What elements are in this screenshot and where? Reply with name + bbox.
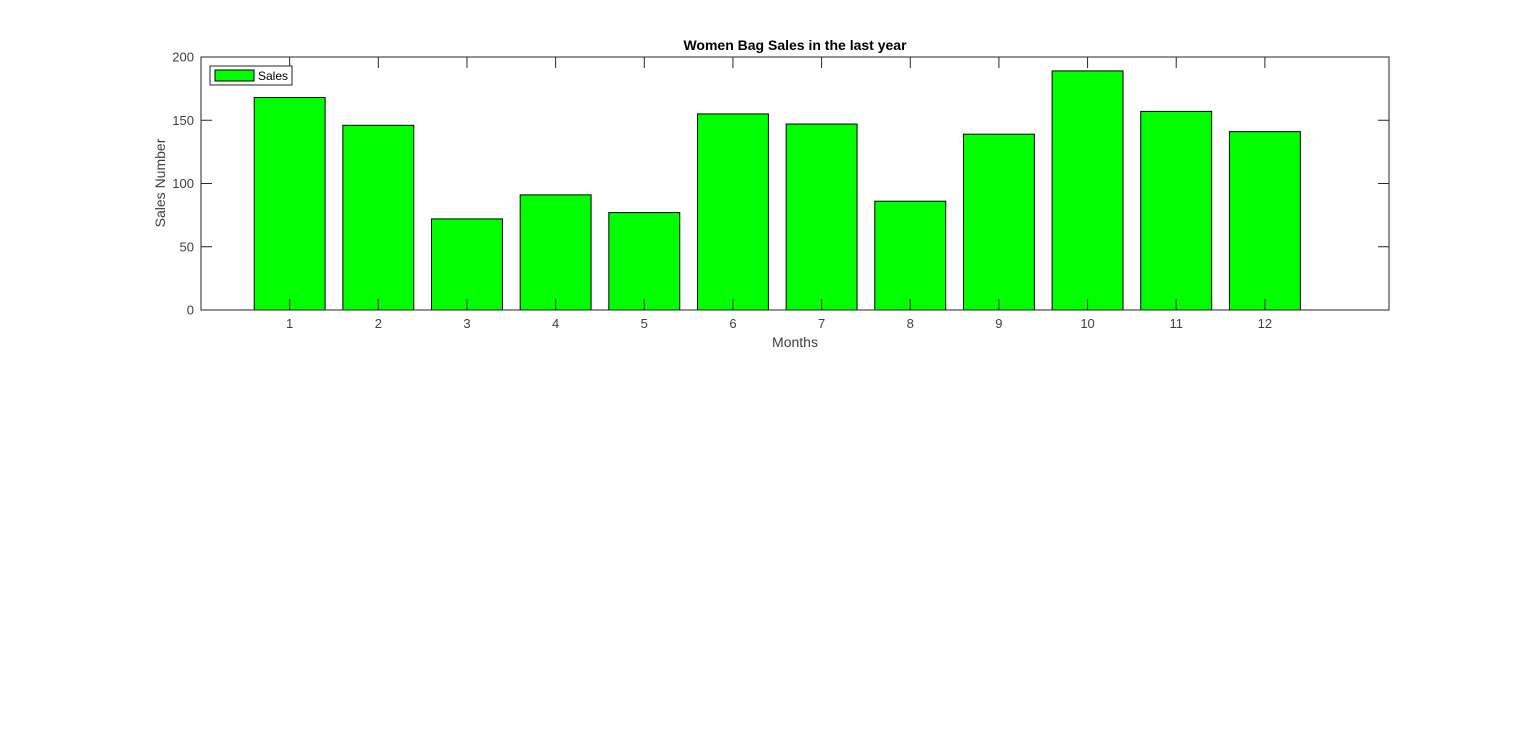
- bar-month-1: [253, 96, 326, 311]
- bar-month-10: [1051, 70, 1124, 311]
- bar-month-12: [1228, 131, 1301, 311]
- bar-month-4: [519, 194, 592, 311]
- x-tick-label-10: 10: [1080, 316, 1094, 331]
- y-tick-label-0: 0: [187, 303, 194, 318]
- x-tick-label-7: 7: [818, 316, 825, 331]
- y-tick-label-150: 150: [172, 113, 194, 128]
- bar-month-7: [785, 123, 858, 311]
- y-axis-label: Sales Number: [152, 138, 168, 227]
- x-tick-label-9: 9: [995, 316, 1002, 331]
- legend-label-sales: Sales: [258, 69, 288, 83]
- x-tick-label-5: 5: [641, 316, 648, 331]
- y-tick-label-100: 100: [172, 176, 194, 191]
- x-tick-label-3: 3: [463, 316, 470, 331]
- y-tick-label-200: 200: [172, 50, 194, 65]
- chart-title: Women Bag Sales in the last year: [683, 37, 907, 53]
- bar-month-11: [1140, 110, 1213, 311]
- x-tick-label-8: 8: [907, 316, 914, 331]
- x-tick-label-11: 11: [1169, 316, 1183, 331]
- bar-month-9: [962, 133, 1035, 311]
- x-tick-label-4: 4: [552, 316, 559, 331]
- x-axis-label: Months: [772, 334, 818, 350]
- x-tick-label-6: 6: [729, 316, 736, 331]
- x-tick-label-12: 12: [1258, 316, 1272, 331]
- legend: Sales: [209, 65, 293, 86]
- x-tick-label-1: 1: [286, 316, 293, 331]
- axes-frame: [200, 56, 1390, 311]
- bar-month-8: [874, 200, 947, 311]
- x-tick-label-2: 2: [375, 316, 382, 331]
- bar-month-5: [608, 212, 681, 311]
- bar-month-3: [431, 218, 503, 311]
- legend-swatch-sales: [214, 69, 255, 82]
- y-tick-label-50: 50: [180, 239, 194, 254]
- bar-month-2: [342, 124, 415, 311]
- bar-month-6: [696, 113, 769, 311]
